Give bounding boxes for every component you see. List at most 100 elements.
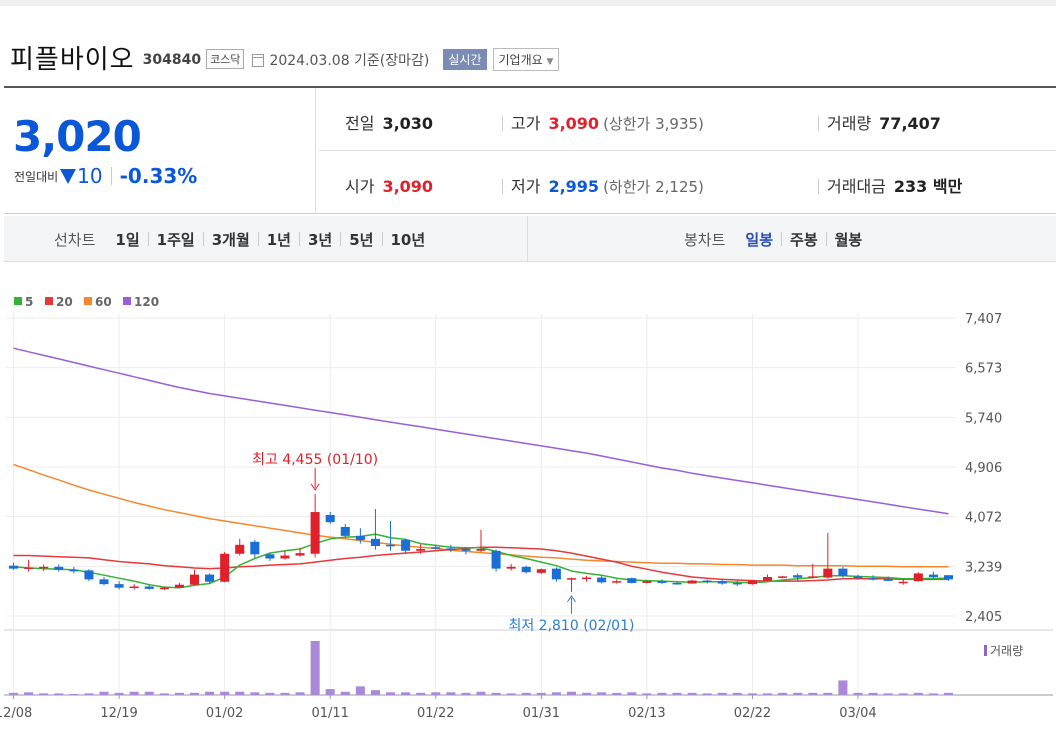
trade-value-label: 거래대금 xyxy=(827,177,886,196)
volume-bar xyxy=(24,692,34,695)
x-tick-label: 01/11 xyxy=(311,706,348,721)
candle-body xyxy=(566,578,576,580)
candle xyxy=(928,571,938,579)
candle xyxy=(205,573,215,584)
stat-volume: 거래량 77,407 xyxy=(818,110,941,134)
candle-chart-title: 봉차트 xyxy=(684,230,726,249)
candle-body xyxy=(280,555,290,559)
candle xyxy=(883,576,893,582)
max-annotation: 최고 4,455 (01/10) xyxy=(252,452,378,468)
realtime-button[interactable]: 실시간 xyxy=(443,48,487,70)
candle-body xyxy=(913,573,923,582)
candle xyxy=(295,547,305,557)
stock-name[interactable]: 피플바이오 xyxy=(10,44,135,75)
volume-bar xyxy=(657,692,667,695)
tab-daily[interactable]: 일봉 xyxy=(745,230,774,249)
volume-bar xyxy=(521,692,531,695)
tab-3year[interactable]: 3년 xyxy=(308,230,333,249)
candle-body xyxy=(732,582,742,585)
divider xyxy=(299,232,300,246)
candle xyxy=(431,544,441,550)
volume-bar xyxy=(265,692,275,695)
legend-swatch xyxy=(84,297,92,305)
tab-3month[interactable]: 3개월 xyxy=(211,230,250,249)
volume-bar xyxy=(536,692,546,695)
candle-body xyxy=(220,553,230,582)
candle xyxy=(24,559,34,572)
candlestick-chart[interactable]: 7,407 6,573 5,740 4,906 4,072 3,239 2,405 12/08… xyxy=(0,262,1056,741)
volume-bar xyxy=(612,692,622,695)
volume-bar xyxy=(159,693,169,695)
candle-body xyxy=(823,568,833,578)
candle-body xyxy=(325,515,335,523)
down-triangle-icon xyxy=(60,168,77,184)
candle xyxy=(235,538,245,556)
volume-bar xyxy=(868,692,878,695)
candle-body xyxy=(928,574,938,577)
divider xyxy=(340,232,342,246)
tab-1week[interactable]: 1주일 xyxy=(156,230,195,249)
candle-body xyxy=(778,576,788,578)
change-label: 전일대비 xyxy=(14,169,59,184)
candle-body xyxy=(883,579,893,581)
candle xyxy=(370,509,380,550)
tab-10year[interactable]: 10년 xyxy=(390,230,426,249)
legend-swatch xyxy=(14,297,22,305)
prev-close-label: 전일 xyxy=(345,114,375,133)
candle-body xyxy=(84,570,94,580)
volume-bar xyxy=(461,692,471,695)
min-annotation: 최저 2,810 (02/01) xyxy=(508,618,634,634)
candle-body xyxy=(612,581,622,583)
company-overview-button[interactable]: 기업개요 ▼ xyxy=(492,47,560,71)
volume-bar xyxy=(717,692,727,695)
candle-body xyxy=(838,568,848,576)
min-arrow-head xyxy=(567,594,576,603)
candle xyxy=(310,493,320,558)
candle-body xyxy=(114,584,124,588)
candle xyxy=(868,575,878,581)
candle-body xyxy=(416,548,426,551)
prev-close-value: 3,030 xyxy=(382,114,434,133)
tab-5year[interactable]: 5년 xyxy=(349,230,374,249)
tab-monthly[interactable]: 월봉 xyxy=(834,230,863,249)
tab-weekly[interactable]: 주봉 xyxy=(790,230,818,249)
candle-body xyxy=(762,576,773,581)
candle-body xyxy=(9,565,19,569)
divider xyxy=(781,232,783,246)
candle-body xyxy=(627,578,637,583)
change-row: 전일대비 10 -0.33% xyxy=(14,164,197,188)
tab-1day[interactable]: 1일 xyxy=(115,230,140,249)
volume-bar xyxy=(39,693,49,695)
candle xyxy=(838,566,848,578)
candle xyxy=(340,523,350,538)
candle xyxy=(853,574,863,579)
candle-body xyxy=(174,584,184,588)
candle-body xyxy=(536,569,546,573)
candle-body xyxy=(205,574,215,582)
x-tick-label: 02/22 xyxy=(734,706,771,721)
candle-body xyxy=(310,512,320,554)
volume-bar xyxy=(808,692,818,695)
candle xyxy=(687,579,697,584)
candle-body xyxy=(235,544,245,554)
volume-value: 77,407 xyxy=(879,114,941,133)
volume-bar xyxy=(250,692,260,695)
candle xyxy=(386,520,396,551)
open-label: 시가 xyxy=(345,177,375,196)
legend-label: 20 xyxy=(56,295,73,309)
x-tick-label: 02/13 xyxy=(628,706,665,721)
candle xyxy=(280,550,290,560)
candle xyxy=(265,552,275,561)
line-chart-tabs: 선차트 1일 1주일 3개월 1년 3년 5년 10년 xyxy=(4,216,528,262)
x-tick-label: 12/08 xyxy=(0,706,32,721)
stat-trade-value: 거래대금 233 백만 xyxy=(818,173,962,197)
tab-1year[interactable]: 1년 xyxy=(266,230,291,249)
volume-bar xyxy=(235,691,245,695)
candle xyxy=(672,581,682,585)
divider xyxy=(147,232,149,246)
stat-low: 저가 2,995 (하한가 2,125) xyxy=(502,173,704,197)
candle xyxy=(461,547,471,555)
volume-bar xyxy=(778,692,788,695)
volume-bar xyxy=(416,692,426,695)
candle xyxy=(747,579,757,585)
